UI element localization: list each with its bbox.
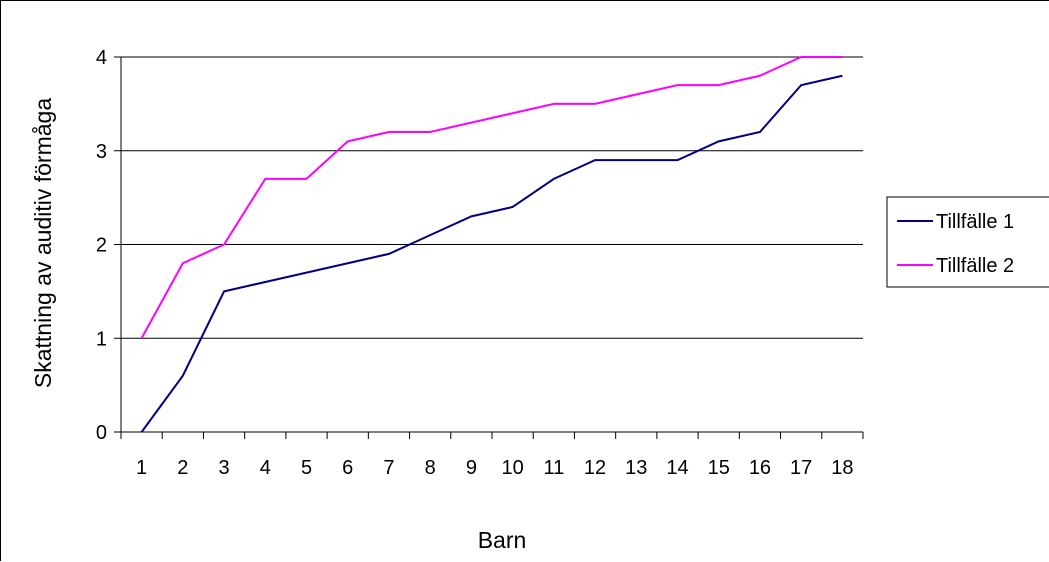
y-tick-label: 4 <box>96 47 107 69</box>
x-tick-label: 2 <box>177 457 188 479</box>
x-tick-label: 4 <box>260 457 271 479</box>
y-tick-label: 1 <box>96 328 107 350</box>
y-tick-label: 3 <box>96 141 107 163</box>
legend-box <box>886 196 1049 288</box>
x-tick-label: 13 <box>625 457 647 479</box>
x-tick-label: 17 <box>790 457 812 479</box>
x-tick-label: 18 <box>831 457 853 479</box>
x-tick-label: 6 <box>342 457 353 479</box>
x-tick-label: 14 <box>666 457 688 479</box>
y-tick-label: 0 <box>96 422 107 444</box>
y-tick-label: 2 <box>96 235 107 257</box>
x-tick-label: 9 <box>466 457 477 479</box>
x-tick-label: 16 <box>749 457 771 479</box>
x-tick-label: 10 <box>501 457 523 479</box>
legend-label-tillfalle-2: Tillfälle 2 <box>936 255 1014 277</box>
x-tick-label: 8 <box>425 457 436 479</box>
x-tick-labels: 1 2 3 4 5 6 7 8 9 10 11 12 13 14 15 16 17 18 <box>136 457 853 479</box>
x-tick-label: 7 <box>383 457 394 479</box>
x-tick-label: 15 <box>708 457 730 479</box>
y-axis-title: Skattning av auditiv förmåga <box>30 98 56 388</box>
x-tick-label: 3 <box>218 457 229 479</box>
x-tick-label: 12 <box>584 457 606 479</box>
x-axis-title: Barn <box>478 527 527 553</box>
series-line-tillfalle-1 <box>140 74 843 433</box>
axes <box>114 56 864 439</box>
x-tick-label: 11 <box>543 457 564 479</box>
gridlines <box>121 56 863 339</box>
series-line-tillfalle-2 <box>140 56 843 339</box>
y-tick-labels: 0 1 2 3 4 <box>96 47 107 444</box>
x-tick-label: 1 <box>136 457 147 479</box>
legend: Tillfälle 1 Tillfälle 2 <box>886 196 1049 288</box>
legend-label-tillfalle-1: Tillfälle 1 <box>936 211 1014 233</box>
x-tick-label: 5 <box>301 457 312 479</box>
series-lines <box>140 56 843 433</box>
